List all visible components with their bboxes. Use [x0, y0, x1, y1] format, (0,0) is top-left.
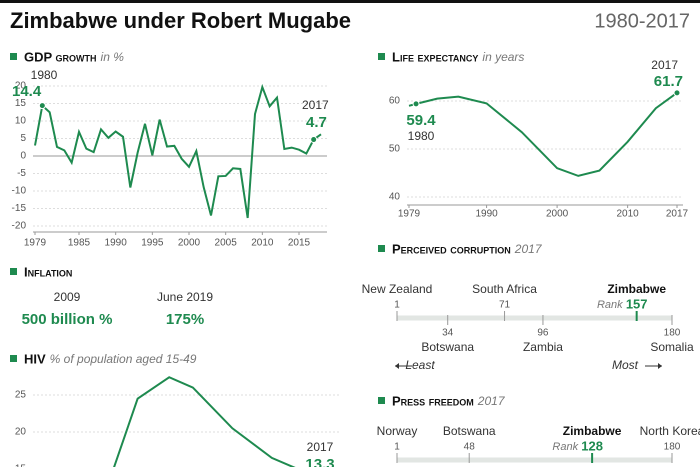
inflation-period: 2009 [54, 290, 81, 304]
country-name: Zimbabwe [607, 282, 666, 296]
section-marker [378, 397, 385, 404]
country-name: Zambia [523, 340, 563, 354]
section-marker [378, 245, 385, 252]
y-tick-label: -5 [17, 168, 26, 179]
y-tick-label: 20 [15, 427, 27, 438]
scale-bar [397, 315, 672, 321]
y-tick-label: 5 [20, 133, 26, 144]
data-line [34, 83, 322, 219]
y-tick-label: 25 [15, 390, 27, 401]
annotation-value: 14.4 [12, 83, 42, 100]
y-tick-label: -15 [12, 203, 27, 214]
x-tick-label: 2017 [666, 209, 689, 220]
y-tick-label: 0 [20, 151, 26, 162]
country-name: Norway [377, 424, 418, 438]
country-name: New Zealand [362, 282, 433, 296]
rank-value: 1 [394, 442, 400, 453]
section-title: Life expectancy [392, 49, 478, 64]
arrow-head [395, 363, 399, 369]
country-name: Botswana [443, 424, 496, 438]
x-tick-label: 1979 [398, 209, 421, 220]
rank-value: 157 [626, 296, 648, 311]
section-subtitle: 2017 [477, 394, 506, 408]
country-name: Somalia [650, 340, 694, 354]
section-marker [10, 355, 17, 362]
end-label: Least [405, 358, 435, 372]
annotation-year: 2017 [307, 440, 334, 454]
annotation-year: 2017 [651, 58, 678, 72]
rank-value: 48 [464, 442, 476, 453]
country-name: North Korea [640, 424, 700, 438]
annotation-year: 1980 [408, 129, 435, 143]
x-tick-label: 1985 [68, 238, 91, 249]
x-tick-label: 2010 [617, 209, 640, 220]
section-title: Inflation [24, 264, 72, 279]
rank-value: 34 [442, 328, 454, 339]
x-tick-label: 2000 [178, 238, 201, 249]
x-tick-label: 2000 [546, 209, 569, 220]
data-point [38, 102, 46, 110]
page-period: 1980-2017 [594, 10, 690, 32]
section-subtitle: in years [482, 50, 524, 64]
section-marker [10, 53, 17, 60]
y-tick-label: -10 [12, 186, 27, 197]
rank-value: 1 [394, 300, 400, 311]
annotation-value: 13.3 [305, 456, 334, 467]
end-label: Most [612, 358, 639, 372]
annotation-year: 2017 [302, 98, 329, 112]
x-tick-label: 2010 [251, 238, 274, 249]
section-title: Perceived corruption [392, 241, 511, 256]
rank-value: 96 [537, 328, 549, 339]
country-name: South Africa [472, 282, 537, 296]
data-line [408, 92, 678, 177]
x-tick-label: 2015 [288, 238, 311, 249]
x-tick-label: 1995 [141, 238, 164, 249]
y-tick-label: 60 [389, 96, 401, 107]
rank-label: Rank [597, 299, 623, 311]
y-tick-label: 15 [15, 464, 27, 467]
section-marker [10, 268, 17, 275]
annotation-year: 1980 [31, 68, 58, 82]
y-tick-label: -20 [12, 221, 27, 232]
annotation-value: 61.7 [654, 73, 683, 90]
section-title: Press freedom [392, 393, 474, 408]
data-line [113, 376, 296, 467]
y-tick-label: 15 [15, 98, 27, 109]
rank-value: 71 [499, 300, 511, 311]
page-title: Zimbabwe under Robert Mugabe [10, 8, 351, 33]
x-tick-label: 1979 [24, 238, 47, 249]
top-rule [0, 0, 700, 3]
section-title: HIV [24, 351, 46, 366]
y-tick-label: 10 [15, 116, 27, 127]
data-point [412, 100, 420, 108]
country-name: Zimbabwe [563, 424, 622, 438]
x-tick-label: 2005 [215, 238, 238, 249]
rank-value: 128 [581, 438, 603, 453]
annotation-value: 59.4 [406, 112, 436, 129]
rank-label: Rank [552, 441, 578, 453]
y-tick-label: 50 [389, 144, 401, 155]
arrow-head [658, 363, 662, 369]
inflation-value: 500 billion % [22, 311, 113, 328]
section-subtitle: 2017 [514, 242, 543, 256]
section-title: GDP growth [24, 49, 97, 64]
annotation-value: 4.7 [306, 114, 327, 131]
data-point [310, 136, 318, 144]
section-subtitle: % of population aged 15-49 [50, 352, 197, 366]
section-subtitle: in % [101, 50, 125, 64]
section-marker [378, 53, 385, 60]
x-tick-label: 1990 [475, 209, 498, 220]
scale-bar [397, 457, 672, 463]
y-tick-label: 40 [389, 192, 401, 203]
rank-value: 180 [664, 328, 681, 339]
country-name: Botswana [421, 340, 474, 354]
x-tick-label: 1990 [105, 238, 128, 249]
data-point [673, 89, 681, 97]
inflation-period: June 2019 [157, 290, 213, 304]
y-tick-label: 20 [15, 81, 27, 92]
inflation-value: 175% [166, 311, 204, 328]
rank-value: 180 [664, 442, 681, 453]
